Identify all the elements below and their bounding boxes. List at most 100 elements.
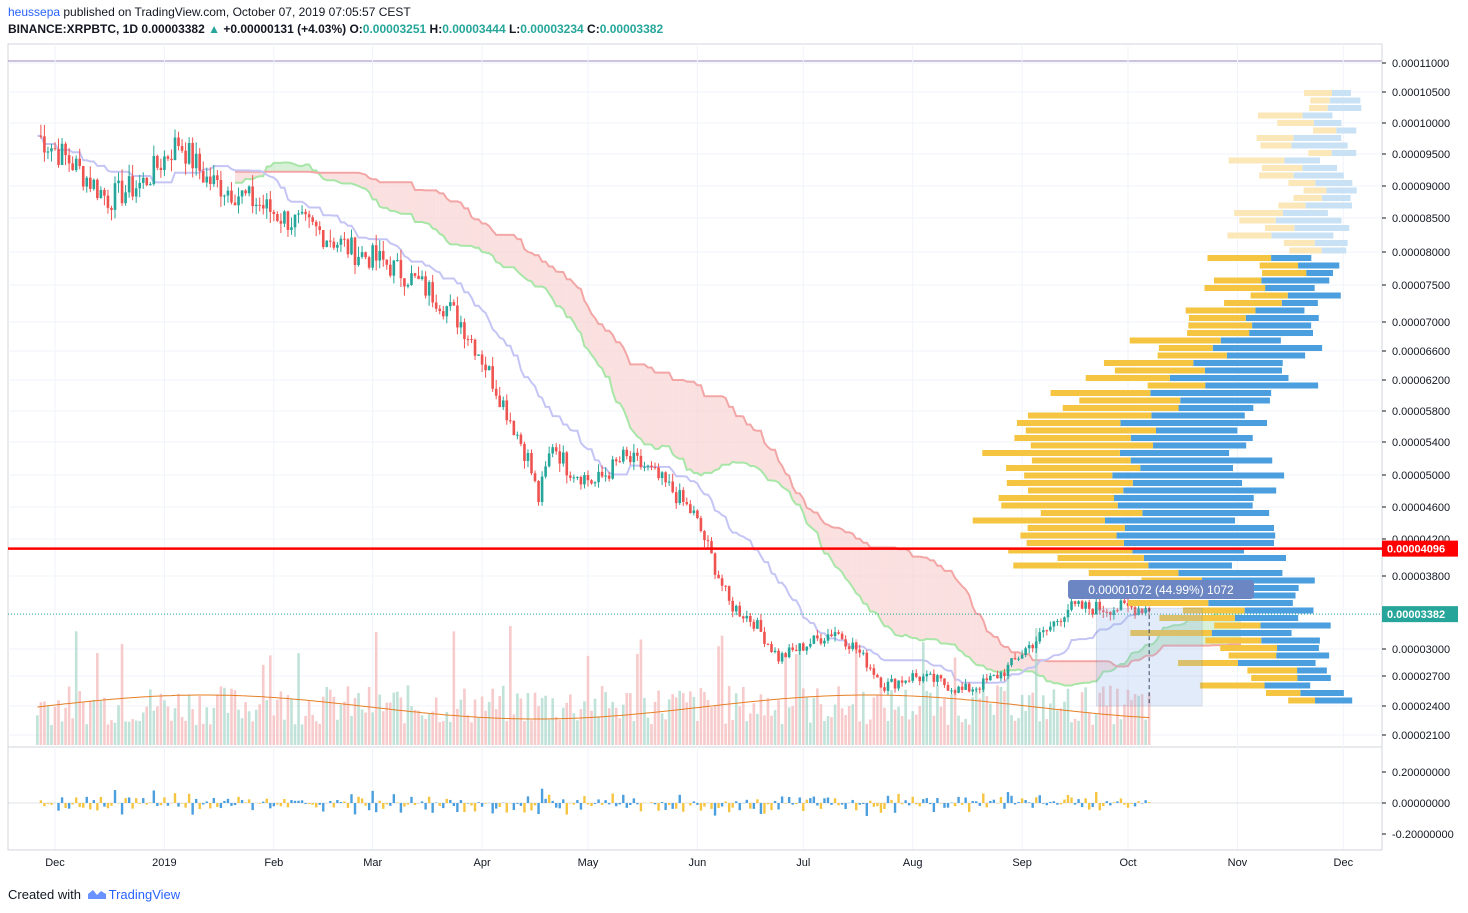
symbol-label[interactable]: BINANCE:XRPBTC, 1D — [8, 22, 139, 36]
volume-bar — [639, 639, 643, 745]
osc-bar — [367, 803, 371, 811]
candle-body — [491, 366, 494, 389]
osc-bar — [1133, 803, 1137, 807]
price-chart[interactable]: Dec 2019 Feb Mar Apr May Jun Jul Aug Sep Oct Nov Dec… — [0, 0, 1468, 880]
volume-bar — [441, 721, 445, 745]
vp-up-bar — [1130, 457, 1273, 464]
publisher-name[interactable]: heussepa — [8, 5, 61, 19]
cloud-segment — [337, 172, 341, 184]
candle-body — [512, 420, 516, 435]
candle-body — [473, 339, 477, 356]
volume-bar — [773, 710, 777, 745]
volume-bar — [565, 702, 569, 745]
osc-bar — [886, 795, 890, 803]
y-tick-label: 0.00006200 — [1392, 375, 1450, 387]
osc-bar — [339, 802, 343, 803]
volume-bar — [1123, 704, 1126, 745]
cloud-segment — [647, 367, 652, 445]
cloud-segment — [750, 424, 754, 467]
candle-body — [643, 466, 646, 468]
osc-bar — [869, 800, 872, 803]
cloud-segment — [1099, 661, 1104, 678]
candle-body — [367, 257, 371, 268]
volume-bar — [604, 691, 607, 745]
candle-body — [99, 190, 103, 199]
volume-bar — [381, 711, 385, 745]
cloud-segment — [743, 416, 747, 464]
volume-bar — [738, 706, 742, 745]
candle-body — [403, 278, 406, 287]
vp-down-bar — [1013, 562, 1149, 569]
cloud-segment — [482, 223, 486, 253]
candle-body — [816, 635, 819, 639]
candle-body — [809, 643, 812, 647]
osc-bar — [738, 803, 741, 811]
osc-bar — [46, 803, 50, 804]
x-tick-label: Nov — [1228, 857, 1248, 869]
osc-bar — [244, 802, 247, 803]
osc-bar — [145, 803, 148, 805]
candle-body — [780, 653, 784, 662]
last-price: 0.00003382 — [141, 22, 205, 36]
candle-body — [265, 199, 269, 209]
osc-bar — [286, 803, 290, 808]
volume-bar — [389, 702, 392, 745]
volume-bar — [579, 709, 583, 745]
volume-bar — [861, 691, 865, 745]
cloud-segment — [489, 226, 493, 256]
osc-bar — [558, 803, 561, 809]
osc-bar — [809, 798, 812, 803]
candle-body — [427, 282, 431, 296]
cloud-segment — [722, 396, 726, 465]
y-tick-label: 0.00010000 — [1392, 118, 1450, 130]
osc-bar — [403, 803, 406, 807]
volume-bar — [752, 703, 756, 745]
volume-bar — [569, 694, 572, 745]
candle-body — [131, 176, 134, 197]
candle-body — [50, 148, 53, 152]
candle-body — [625, 449, 629, 457]
vp-down-bar — [1187, 330, 1250, 336]
candle-body — [1087, 602, 1091, 609]
vp-up-bar — [1249, 330, 1313, 336]
y-tick-label: 0.00008000 — [1392, 247, 1450, 259]
candle-body — [261, 205, 265, 209]
osc-bar — [438, 803, 441, 806]
vp-up-bar — [1331, 150, 1357, 156]
cloud-segment — [810, 509, 814, 530]
cloud-segment — [429, 190, 433, 229]
cloud-segment — [1039, 660, 1044, 677]
tradingview-brand[interactable]: TradingView — [108, 887, 181, 902]
vp-down-bar — [1259, 262, 1299, 269]
candle-body — [209, 176, 212, 185]
volume-bar — [749, 713, 752, 745]
candle-body — [463, 322, 466, 340]
candle-body — [826, 634, 830, 641]
vp-down-bar — [1251, 675, 1298, 681]
candle-body — [1101, 610, 1105, 612]
volume-bar — [950, 694, 953, 745]
volume-bar — [1144, 719, 1147, 745]
volume-bar — [427, 713, 431, 745]
volume-bar — [1034, 628, 1038, 745]
vp-down-bar — [998, 495, 1115, 501]
volume-bar — [449, 721, 452, 745]
vp-down-bar — [1247, 667, 1298, 674]
x-tick-label: Aug — [903, 857, 923, 869]
volume-bar — [869, 719, 872, 745]
vp-down-bar — [1204, 285, 1266, 291]
candle-body — [720, 578, 724, 586]
volume-bar — [88, 700, 92, 745]
osc-bar — [586, 803, 590, 805]
candle-body — [812, 635, 816, 644]
vp-up-bar — [1326, 187, 1357, 194]
candle-body — [593, 482, 597, 484]
cloud-segment — [1050, 661, 1054, 684]
cloud-segment — [753, 430, 758, 468]
osc-bar — [463, 803, 466, 813]
cloud-segment — [972, 606, 977, 665]
cloud-segment — [471, 217, 476, 248]
cloud-segment — [453, 201, 458, 245]
osc-bar — [689, 803, 692, 806]
osc-bar — [449, 799, 452, 803]
